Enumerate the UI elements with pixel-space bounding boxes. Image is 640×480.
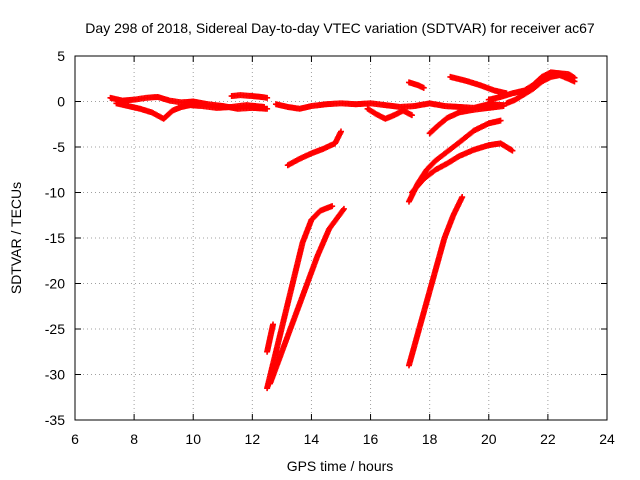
x-axis-title: GPS time / hours [287, 458, 394, 474]
data-point [340, 207, 347, 214]
grid-lines [75, 56, 607, 420]
x-tick-label: 22 [540, 431, 556, 447]
y-tick-label: -10 [45, 185, 65, 201]
series-arc-e [364, 105, 415, 122]
data-point [340, 205, 347, 212]
series-arc-c [228, 92, 271, 101]
y-axis-title: SDTVAR / TECUs [8, 182, 24, 294]
data-point [264, 94, 271, 101]
data-point [497, 117, 504, 124]
x-tick-label: 12 [245, 431, 261, 447]
y-tick-label: -35 [45, 412, 65, 428]
data-point [270, 321, 277, 328]
series-arc-i [264, 321, 277, 355]
series-arc-q [503, 72, 578, 107]
series-arc-m [426, 103, 507, 137]
x-tick-labels: 6 8 10 12 14 16 18 20 22 24 [71, 431, 615, 447]
x-tick-label: 14 [304, 431, 320, 447]
y-tick-label: 0 [57, 94, 65, 110]
x-tick-label: 18 [422, 431, 438, 447]
data-point [338, 128, 344, 135]
x-tick-label: 24 [599, 431, 615, 447]
y-tick-label: -5 [53, 139, 66, 155]
y-tick-label: -30 [45, 367, 65, 383]
data-point [571, 78, 578, 85]
plot-frame [74, 55, 608, 421]
data-point [459, 194, 466, 201]
series-arc-j [405, 194, 466, 369]
series-arc-b [113, 100, 268, 122]
series-arc-k [405, 117, 504, 205]
data-point [408, 112, 415, 119]
x-tick-label: 16 [363, 431, 379, 447]
y-tick-label: -25 [45, 321, 65, 337]
data-points [107, 69, 578, 392]
data-point [420, 84, 427, 91]
x-tick-label: 6 [71, 431, 79, 447]
series-arc-o [447, 73, 510, 97]
series-arc-h [267, 205, 347, 387]
x-tick-label: 20 [481, 431, 497, 447]
y-tick-labels: 5 0 -5 -10 -15 -20 -25 -30 -35 [45, 48, 65, 428]
data-point [509, 147, 516, 154]
data-point [261, 103, 268, 110]
x-tick-label: 10 [185, 431, 201, 447]
x-tick-label: 8 [130, 431, 138, 447]
y-tick-label: -20 [45, 276, 65, 292]
data-point [329, 203, 336, 210]
series-arc-g [264, 203, 336, 392]
series-arc-l [408, 140, 516, 196]
series-arc-n [405, 79, 427, 91]
y-tick-label: 5 [57, 48, 65, 64]
y-tick-label: -15 [45, 230, 65, 246]
series-arc-d [272, 100, 507, 112]
series-arc-f [284, 128, 344, 169]
chart-title: Day 298 of 2018, Sidereal Day-to-day VTE… [85, 20, 595, 36]
